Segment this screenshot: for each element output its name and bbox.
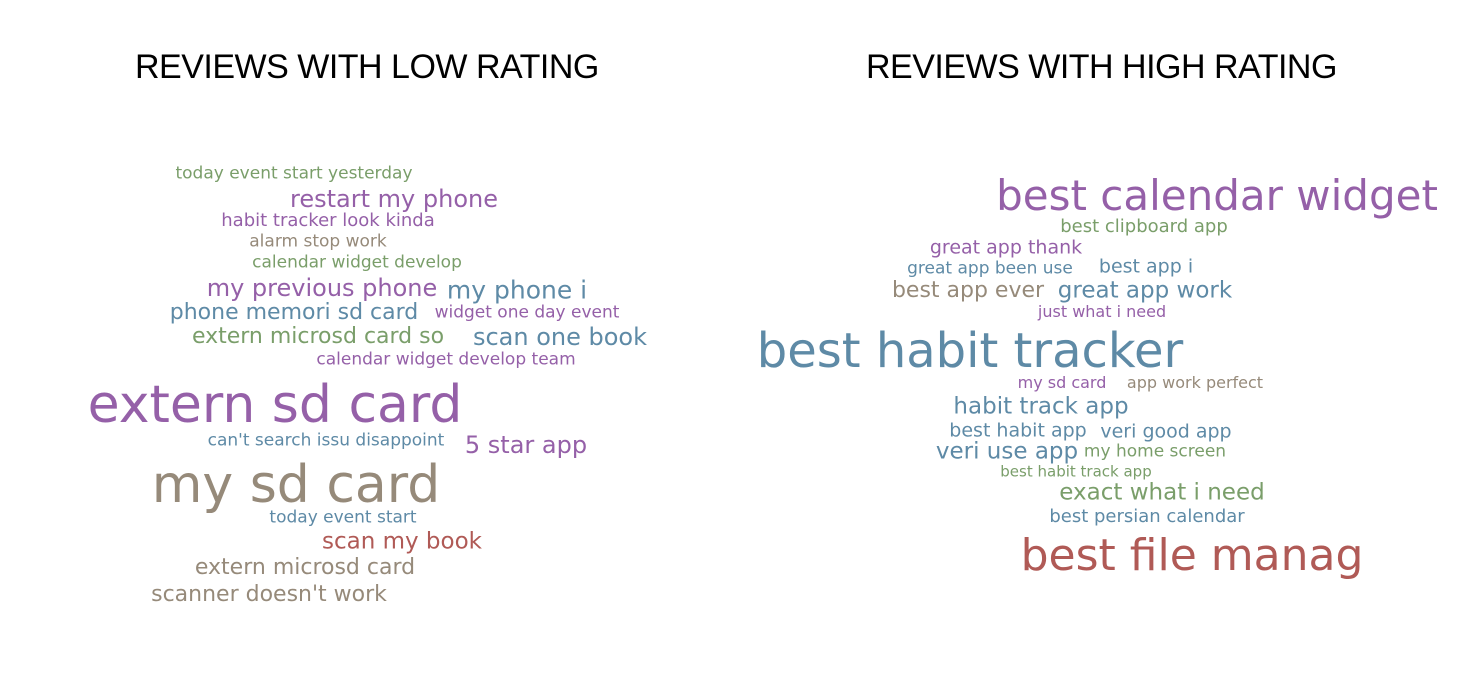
- cloud-word: extern microsd card: [194, 555, 416, 580]
- cloud-word: veri use app: [935, 438, 1079, 465]
- cloud-word: best habit app: [949, 419, 1087, 442]
- cloud-word: my previous phone: [206, 274, 438, 302]
- cloud-word: great app thank: [929, 236, 1083, 259]
- cloud-word: today event start: [269, 507, 417, 528]
- cloud-word: can't search issu disappoint: [207, 430, 445, 451]
- cloud-word: best file manag: [1020, 530, 1364, 581]
- cloud-word: great app been use: [907, 258, 1073, 279]
- cloud-word: just what i need: [1037, 302, 1167, 321]
- cloud-word: my sd card: [1017, 373, 1107, 392]
- cloud-word: best app i: [1098, 255, 1194, 278]
- cloud-word: phone memori sd card: [169, 300, 419, 325]
- cloud-word: best clipboard app: [1060, 216, 1228, 237]
- cloud-word: scan one book: [472, 323, 648, 351]
- cloud-word: 5 star app: [464, 431, 588, 459]
- high-rating-title: REVIEWS WITH HIGH RATING: [866, 48, 1337, 86]
- cloud-word: scanner doesn't work: [151, 582, 387, 607]
- cloud-word: scan my book: [321, 528, 483, 555]
- cloud-word: calendar widget develop: [252, 252, 462, 273]
- cloud-word: my phone i: [446, 275, 588, 305]
- cloud-word: extern sd card: [87, 375, 463, 435]
- cloud-word: best habit tracker: [756, 323, 1184, 379]
- cloud-word: widget one day event: [434, 302, 620, 323]
- cloud-word: best app ever: [891, 278, 1045, 303]
- cloud-word: best persian calendar: [1049, 506, 1245, 527]
- cloud-word: best calendar widget: [996, 171, 1438, 220]
- cloud-word: great app work: [1057, 277, 1233, 304]
- cloud-word: app work perfect: [1126, 373, 1264, 392]
- cloud-word: alarm stop work: [249, 231, 387, 252]
- cloud-word: best habit track app: [1000, 462, 1152, 481]
- cloud-word: habit track app: [953, 393, 1129, 420]
- cloud-word: habit tracker look kinda: [221, 210, 435, 231]
- low-rating-title: REVIEWS WITH LOW RATING: [135, 48, 599, 86]
- cloud-word: my home screen: [1083, 441, 1227, 462]
- cloud-word: veri good app: [1100, 420, 1232, 443]
- cloud-word: exact what i need: [1059, 479, 1265, 506]
- cloud-word: restart my phone: [290, 185, 498, 213]
- cloud-word: today event start yesterday: [175, 163, 413, 184]
- cloud-word: calendar widget develop team: [316, 349, 576, 370]
- cloud-word: my sd card: [151, 455, 441, 515]
- cloud-word: extern microsd card so: [191, 324, 445, 349]
